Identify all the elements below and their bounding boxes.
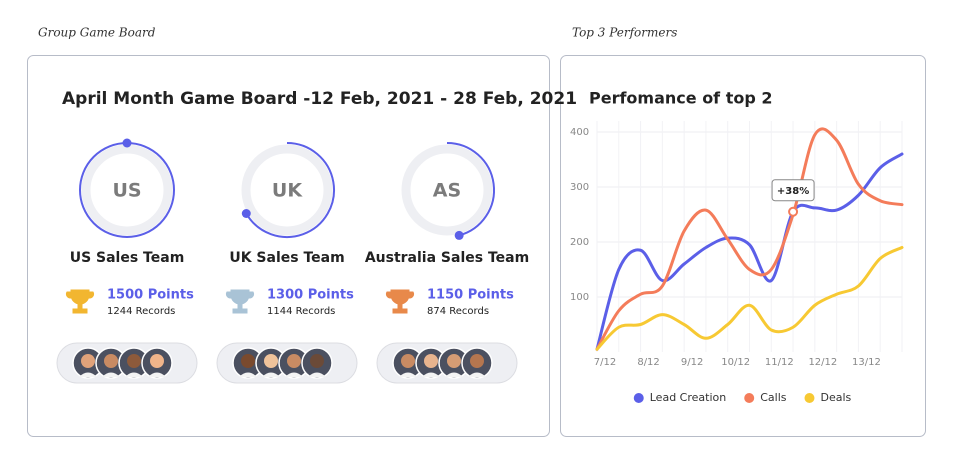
annotation-dot bbox=[788, 206, 799, 217]
board-card bbox=[27, 55, 550, 437]
x-tick-label: 8/12 bbox=[637, 357, 659, 368]
team-points: 1500 Points bbox=[107, 288, 194, 303]
team-name: UK Sales Team bbox=[229, 250, 344, 266]
x-tick-label: 13/12 bbox=[852, 357, 881, 368]
progress-dot bbox=[122, 138, 132, 148]
avatar-body bbox=[102, 372, 120, 377]
avatar-face bbox=[104, 354, 118, 368]
progress-ring bbox=[245, 142, 335, 238]
avatar-body bbox=[399, 372, 417, 377]
y-tick-label: 100 bbox=[570, 292, 589, 303]
team-initials: UK bbox=[272, 180, 303, 202]
avatar-body bbox=[445, 372, 463, 377]
team-records: 1144 Records bbox=[267, 306, 335, 317]
series-line bbox=[595, 127, 904, 351]
avatar-face bbox=[447, 354, 461, 368]
x-tick-label: 11/12 bbox=[765, 357, 794, 368]
avatar-face bbox=[310, 354, 324, 368]
chart: 100 200 300 400 7/12 8/12 9/12 10/12 11/12 12/12 1… bbox=[570, 121, 904, 404]
legend-label: Calls bbox=[760, 391, 787, 404]
board-title: April Month Game Board -12 Feb, 2021 - 2… bbox=[62, 89, 577, 109]
legend-marker bbox=[633, 393, 644, 403]
team-points: 1150 Points bbox=[427, 288, 514, 303]
avatar-face bbox=[264, 354, 278, 368]
series-line bbox=[595, 246, 904, 351]
avatar-body bbox=[148, 372, 166, 377]
avatar-face bbox=[241, 354, 255, 368]
annotation: +38% bbox=[777, 186, 809, 197]
legend-marker bbox=[744, 393, 755, 403]
team-records: 874 Records bbox=[427, 306, 489, 317]
avatar-body bbox=[285, 372, 303, 377]
x-tick-label: 7/12 bbox=[594, 357, 616, 368]
team-name: Australia Sales Team bbox=[365, 250, 529, 266]
avatar-body bbox=[468, 372, 486, 377]
progress-dot bbox=[241, 209, 251, 218]
annotation-box bbox=[771, 179, 815, 202]
avatar-face bbox=[127, 354, 141, 368]
avatar-body bbox=[308, 372, 326, 377]
chart-card bbox=[560, 55, 926, 437]
legend: Lead Creation Calls Deals bbox=[633, 391, 852, 404]
y-tick-label: 300 bbox=[570, 182, 589, 193]
section-heading: Group Game Board bbox=[38, 26, 156, 40]
avatar-face bbox=[424, 354, 438, 368]
x-tick-label: 10/12 bbox=[721, 357, 750, 368]
team-initials: AS bbox=[433, 180, 461, 202]
legend-label: Deals bbox=[820, 391, 851, 404]
avatar-body bbox=[422, 372, 440, 377]
trophy-icon bbox=[65, 289, 95, 314]
y-tick-label: 400 bbox=[570, 127, 589, 138]
chart-title: Perfomance of top 2 bbox=[589, 89, 773, 108]
ring-track bbox=[241, 144, 333, 236]
team-records: 1244 Records bbox=[107, 306, 175, 317]
team-points: 1300 Points bbox=[267, 288, 354, 303]
trophy-icon bbox=[225, 289, 255, 314]
progress-ring bbox=[446, 142, 495, 237]
avatar-body bbox=[262, 372, 280, 377]
x-tick-label: 9/12 bbox=[681, 357, 703, 368]
team-name: US Sales Team bbox=[70, 250, 185, 266]
avatar-face bbox=[401, 354, 415, 368]
avatar-body bbox=[125, 372, 143, 377]
trophy-icon bbox=[385, 289, 415, 314]
team-initials: US bbox=[112, 180, 141, 202]
y-tick-label: 200 bbox=[570, 237, 589, 248]
x-tick-label: 12/12 bbox=[808, 357, 837, 368]
avatar-body bbox=[79, 372, 97, 377]
avatar-face bbox=[470, 354, 484, 368]
progress-dot bbox=[454, 230, 464, 240]
legend-marker bbox=[804, 393, 815, 403]
avatar-face bbox=[287, 354, 301, 368]
section-heading: Top 3 Performers bbox=[572, 26, 677, 40]
avatar-face bbox=[81, 354, 95, 368]
ring-track bbox=[401, 144, 493, 236]
ring-track bbox=[81, 144, 173, 236]
avatar-body bbox=[239, 372, 257, 377]
teams: US US Sales Team 1500 Points 1244 Records UK… bbox=[56, 138, 529, 384]
series-line bbox=[595, 152, 904, 351]
legend-label: Lead Creation bbox=[650, 391, 726, 404]
avatar-face bbox=[150, 354, 164, 368]
